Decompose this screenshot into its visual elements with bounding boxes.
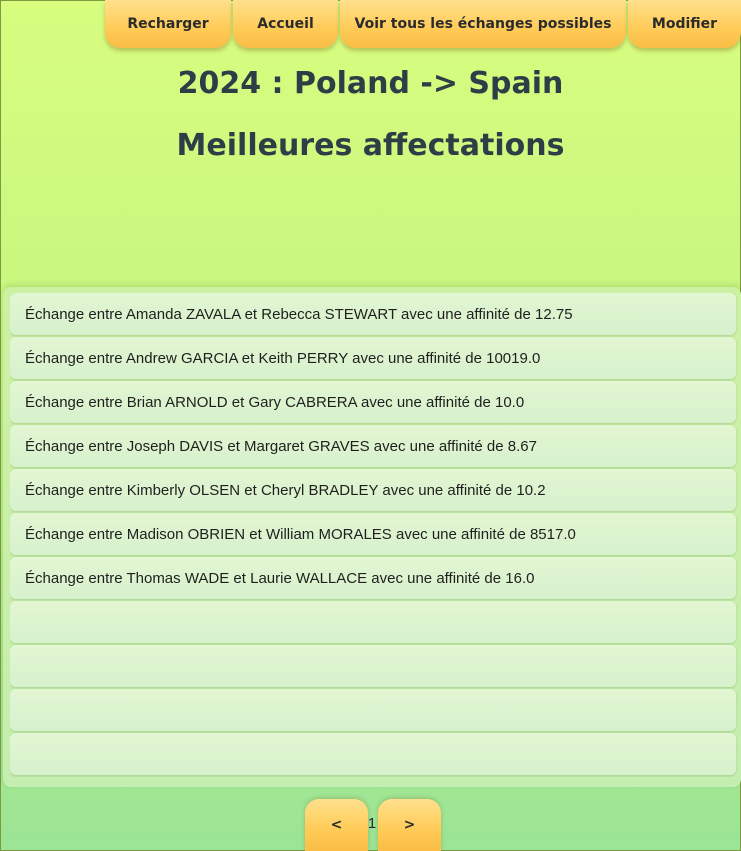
- view-all-exchanges-button[interactable]: Voir tous les échanges possibles: [340, 0, 626, 48]
- edit-button[interactable]: Modifier: [628, 0, 741, 48]
- page-number: 1: [367, 815, 377, 832]
- list-item[interactable]: Échange entre Kimberly OLSEN et Cheryl B…: [10, 469, 736, 511]
- list-item[interactable]: [10, 645, 736, 687]
- previous-page-button[interactable]: <: [305, 799, 368, 851]
- home-button[interactable]: Accueil: [233, 0, 338, 48]
- list-item[interactable]: Échange entre Madison OBRIEN et William …: [10, 513, 736, 555]
- list-item[interactable]: Échange entre Thomas WADE et Laurie WALL…: [10, 557, 736, 599]
- top-toolbar: Recharger Accueil Voir tous les échanges…: [0, 0, 741, 52]
- list-item[interactable]: Échange entre Andrew GARCIA et Keith PER…: [10, 337, 736, 379]
- list-item[interactable]: [10, 689, 736, 731]
- exchange-list: Échange entre Amanda ZAVALA et Rebecca S…: [10, 293, 738, 777]
- list-item[interactable]: Échange entre Joseph DAVIS et Margaret G…: [10, 425, 736, 467]
- list-item[interactable]: Échange entre Amanda ZAVALA et Rebecca S…: [10, 293, 736, 335]
- exchange-list-panel[interactable]: Échange entre Amanda ZAVALA et Rebecca S…: [3, 287, 741, 787]
- page-title: 2024 : Poland -> Spain: [177, 66, 564, 101]
- page-subtitle: Meilleures affectations: [176, 128, 565, 163]
- list-item[interactable]: [10, 601, 736, 643]
- reload-button[interactable]: Recharger: [105, 0, 231, 48]
- pagination: < 1 >: [0, 799, 741, 851]
- list-item[interactable]: [10, 733, 736, 775]
- list-item[interactable]: Échange entre Brian ARNOLD et Gary CABRE…: [10, 381, 736, 423]
- next-page-button[interactable]: >: [378, 799, 441, 851]
